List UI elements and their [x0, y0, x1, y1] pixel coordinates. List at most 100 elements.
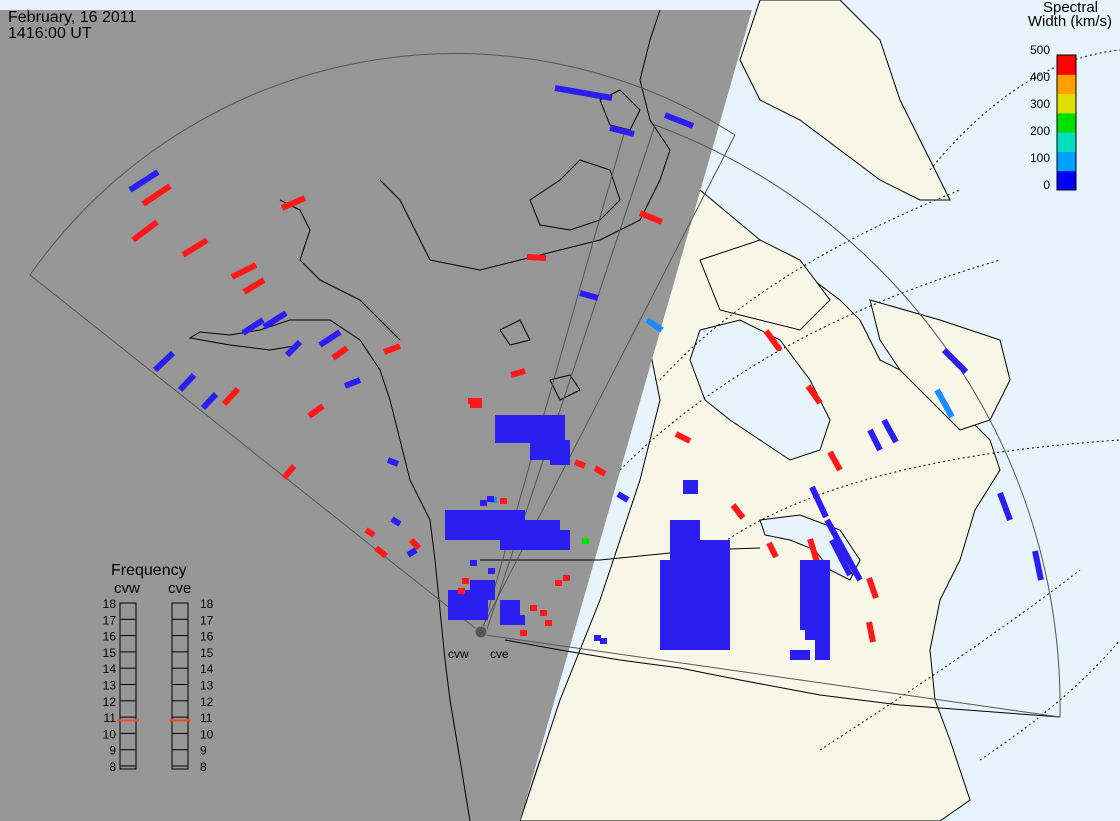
colorbar: 500 400 300 200 100 0 — [1030, 43, 1077, 192]
frequency-level-label: 10 — [200, 727, 214, 741]
echo-patch — [455, 600, 483, 620]
echo-segment — [824, 518, 863, 582]
frequency-level-label: 9 — [200, 744, 207, 758]
echo-patch — [700, 600, 730, 650]
frequency-panel: Frequency cvw cve 18 17 16 15 14 13 12 11 10 9 8 18… — [103, 562, 214, 774]
echo-segment — [766, 541, 779, 559]
frequency-level-label: 15 — [200, 646, 214, 660]
echo-cell — [500, 498, 507, 504]
echo-cell — [545, 620, 552, 626]
colorbar-swatch — [1057, 170, 1076, 191]
frequency-level-label: 12 — [103, 695, 117, 709]
echo-segment — [141, 183, 172, 207]
frequency-level-label: 8 — [200, 760, 207, 774]
echo-segment — [280, 195, 307, 211]
frequency-level-label: 13 — [103, 679, 117, 693]
echo-cell — [470, 560, 477, 566]
echo-segment — [307, 403, 325, 419]
echo-patch — [540, 530, 570, 550]
echo-segment — [805, 384, 823, 405]
radar-label-east: cve — [490, 647, 509, 661]
colorbar-swatch — [1057, 93, 1076, 114]
radar-echoes — [128, 85, 1044, 660]
echo-segment — [128, 169, 160, 193]
radar-site-marker — [474, 625, 488, 639]
frequency-level-label: 17 — [200, 613, 214, 627]
echo-segment — [763, 329, 783, 352]
echo-segment — [573, 459, 587, 469]
radar-label-west: cvw — [448, 647, 469, 661]
colorbar-swatch — [1057, 112, 1076, 133]
echo-segment — [579, 290, 599, 301]
echo-segment — [331, 345, 349, 361]
echo-segment — [374, 545, 388, 559]
colorbar-tick-label: 300 — [1030, 97, 1050, 111]
echo-segment — [386, 457, 400, 467]
colorbar-swatch — [1057, 151, 1076, 172]
echo-segment — [829, 538, 853, 577]
echo-segment — [997, 491, 1013, 522]
frequency-radar-cve: cve — [168, 580, 191, 597]
echo-segment — [730, 503, 746, 520]
echo-segment — [382, 343, 402, 355]
colorbar-tick-label: 100 — [1030, 151, 1050, 165]
colorbar-tick-label: 400 — [1030, 70, 1050, 84]
frequency-level-label: 15 — [103, 646, 117, 660]
echo-cell — [480, 500, 487, 506]
echo-segment — [200, 391, 219, 411]
echo-segment — [262, 310, 288, 330]
frequency-level-label: 8 — [109, 760, 116, 774]
coastlines — [188, 9, 1061, 821]
echo-patch — [690, 540, 730, 590]
frequency-level-label: 17 — [103, 613, 117, 627]
echo-segment — [242, 277, 266, 295]
echo-segment — [281, 464, 297, 480]
echo-patch — [790, 650, 810, 660]
frequency-level-label: 14 — [200, 662, 214, 676]
land-masses — [519, 0, 1011, 821]
echo-segment — [866, 621, 876, 643]
echo-segment — [809, 485, 829, 519]
frequency-level-label: 18 — [103, 597, 117, 611]
echo-segment — [152, 350, 176, 373]
echo-cell — [520, 630, 527, 636]
echo-patch — [815, 640, 830, 660]
echo-segment — [638, 210, 664, 225]
colorbar-title-line2: Width (km/s) — [1027, 13, 1112, 30]
echo-segment — [526, 254, 547, 261]
echo-segment — [827, 450, 843, 472]
echo-segment — [177, 372, 197, 393]
echo-segment — [934, 388, 955, 419]
echo-segment — [881, 418, 899, 444]
echo-patch — [805, 600, 830, 640]
echo-segment — [241, 317, 265, 336]
echo-cell — [582, 538, 589, 544]
echo-cell — [458, 588, 465, 594]
echo-cell — [540, 610, 547, 616]
frequency-radar-cvw: cvw — [114, 580, 140, 597]
frequency-level-label: 14 — [103, 662, 117, 676]
echo-segment — [674, 431, 692, 444]
echo-segment — [406, 547, 418, 558]
echo-segment — [866, 577, 879, 599]
frequency-level-label: 10 — [103, 727, 117, 741]
echo-segment — [609, 125, 635, 137]
echo-cell — [555, 580, 562, 586]
echo-patch — [510, 615, 525, 625]
colorbar-tick-label: 0 — [1043, 178, 1050, 192]
colorbar-swatch — [1057, 55, 1076, 75]
echo-segment — [408, 537, 422, 551]
echo-segment — [390, 516, 402, 527]
frequency-level-label: 13 — [200, 679, 214, 693]
frequency-level-label: 16 — [103, 630, 117, 644]
colorbar-title-line1: Spectral — [1042, 0, 1098, 16]
echo-segment — [867, 428, 883, 452]
colorbar-tick-label: 500 — [1030, 43, 1050, 57]
echo-patch — [550, 440, 570, 465]
frequency-level-label: 12 — [200, 695, 214, 709]
frequency-level-label: 9 — [109, 744, 116, 758]
echo-cell — [563, 575, 570, 581]
frequency-level-label: 18 — [200, 597, 214, 611]
